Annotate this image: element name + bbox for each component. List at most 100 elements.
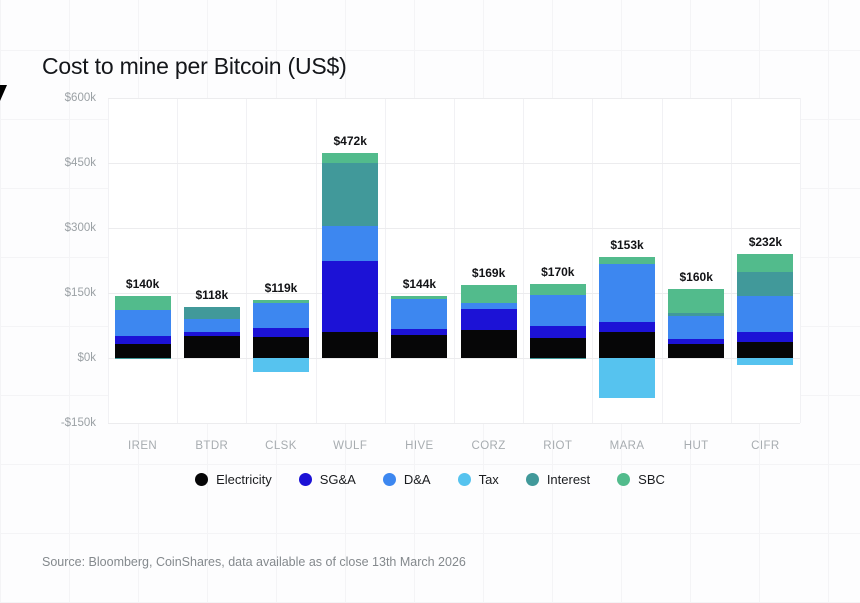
bar-negative-mara[interactable] — [599, 358, 655, 399]
segment-sga[interactable] — [322, 260, 379, 332]
y-axis-tick-label: -$150k — [60, 417, 96, 429]
segment-sga[interactable] — [391, 328, 448, 335]
segment-sbc[interactable] — [391, 295, 448, 300]
segment-da[interactable] — [114, 309, 171, 337]
x-axis-label-clsk: CLSK — [265, 440, 297, 452]
legend-label: Electricity — [216, 472, 272, 487]
segment-da[interactable] — [529, 294, 586, 326]
segment-interest[interactable] — [322, 162, 379, 227]
bar-iren[interactable] — [114, 296, 171, 358]
bar-hive[interactable] — [391, 295, 448, 358]
vertical-gridline — [246, 98, 248, 423]
segment-sbc[interactable] — [460, 284, 517, 303]
y-axis-tick-label: $450k — [64, 157, 96, 169]
bar-total-label: $119k — [264, 280, 298, 295]
bar-btdr[interactable] — [183, 306, 240, 358]
segment-sbc[interactable] — [529, 284, 586, 295]
y-axis-tick-label: $300k — [64, 222, 96, 234]
bar-riot[interactable] — [529, 284, 586, 358]
bar-negative-clsk[interactable] — [253, 358, 309, 372]
segment-electricity[interactable] — [599, 332, 655, 358]
bar-negative-riot[interactable] — [529, 358, 586, 360]
vertical-gridline — [454, 98, 455, 423]
legend-item-electricity[interactable]: Electricity — [195, 472, 272, 487]
segment-interest[interactable] — [529, 358, 586, 360]
legend-item-interest[interactable]: Interest — [525, 472, 590, 487]
x-axis-label-riot: RIOT — [543, 440, 573, 452]
bar-negative-iren[interactable] — [114, 358, 171, 360]
segment-interest[interactable] — [737, 272, 794, 296]
segment-interest[interactable] — [668, 313, 725, 316]
bar-cifr[interactable] — [737, 254, 794, 358]
segment-tax[interactable] — [599, 358, 655, 399]
segment-da[interactable] — [391, 299, 448, 329]
segment-electricity[interactable] — [460, 329, 517, 358]
legend-label: SBC — [638, 472, 665, 487]
segment-interest[interactable] — [114, 358, 171, 360]
segment-sbc[interactable] — [737, 254, 794, 273]
x-axis-label-corz: CORZ — [471, 440, 506, 452]
segment-sbc[interactable] — [599, 256, 655, 264]
segment-electricity[interactable] — [737, 341, 794, 358]
sga-legend-dot-icon — [298, 473, 312, 486]
segment-da[interactable] — [668, 315, 725, 339]
bar-total-label: $118k — [195, 287, 229, 302]
horizontal-gridline — [108, 228, 800, 229]
segment-electricity[interactable] — [529, 338, 586, 358]
segment-electricity[interactable] — [183, 336, 240, 358]
horizontal-gridline — [108, 423, 800, 424]
bar-clsk[interactable] — [253, 299, 309, 358]
x-axis-label-btdr: BTDR — [195, 440, 229, 452]
segment-sbc[interactable] — [322, 153, 379, 163]
segment-electricity[interactable] — [322, 331, 379, 358]
segment-sga[interactable] — [668, 338, 725, 345]
legend-item-sbc[interactable]: SBC — [617, 472, 665, 487]
legend-item-tax[interactable]: Tax — [457, 472, 499, 487]
bar-total-label: $153k — [610, 237, 644, 252]
x-axis-label-hut: HUT — [683, 440, 709, 452]
bar-total-label: $140k — [125, 277, 160, 292]
vertical-gridline — [592, 98, 594, 423]
y-axis-tick-label: $600k — [64, 92, 96, 104]
segment-sbc[interactable] — [253, 299, 309, 303]
bar-total-label: $472k — [333, 134, 367, 149]
horizontal-gridline — [108, 163, 800, 164]
legend-item-sga[interactable]: SG&A — [298, 472, 356, 487]
segment-sga[interactable] — [529, 325, 586, 339]
legend-item-da[interactable]: D&A — [382, 472, 431, 487]
segment-electricity[interactable] — [253, 337, 309, 358]
bar-hut[interactable] — [668, 288, 725, 358]
segment-sga[interactable] — [183, 332, 240, 337]
segment-da[interactable] — [183, 318, 240, 333]
bar-corz[interactable] — [460, 284, 517, 358]
bar-wulf[interactable] — [322, 153, 379, 358]
y-axis-tick-label: $0k — [77, 352, 96, 364]
segment-interest[interactable] — [183, 306, 240, 319]
segment-electricity[interactable] — [391, 334, 448, 358]
segment-da[interactable] — [322, 226, 379, 261]
sbc-legend-dot-icon — [617, 473, 631, 486]
segment-da[interactable] — [599, 263, 655, 322]
segment-sga[interactable] — [599, 321, 655, 333]
segment-sga[interactable] — [460, 309, 517, 330]
bar-total-label: $232k — [748, 235, 783, 249]
segment-sga[interactable] — [253, 328, 309, 338]
vertical-gridline — [315, 98, 317, 423]
segment-sbc[interactable] — [114, 296, 171, 310]
vertical-gridline — [177, 98, 179, 423]
bar-negative-cifr[interactable] — [737, 358, 794, 365]
segment-sga[interactable] — [114, 336, 171, 344]
segment-electricity[interactable] — [114, 343, 171, 358]
segment-tax[interactable] — [253, 358, 309, 372]
source-note: Source: Bloomberg, CoinShares, data avai… — [42, 555, 466, 569]
segment-da[interactable] — [460, 302, 517, 310]
segment-sga[interactable] — [737, 332, 794, 342]
segment-da[interactable] — [737, 295, 794, 333]
bar-mara[interactable] — [599, 256, 655, 358]
segment-da[interactable] — [253, 302, 309, 329]
segment-tax[interactable] — [737, 358, 794, 365]
vertical-gridline — [661, 98, 663, 423]
segment-sbc[interactable] — [668, 288, 725, 314]
vertical-gridline — [384, 98, 386, 423]
segment-electricity[interactable] — [668, 344, 725, 358]
